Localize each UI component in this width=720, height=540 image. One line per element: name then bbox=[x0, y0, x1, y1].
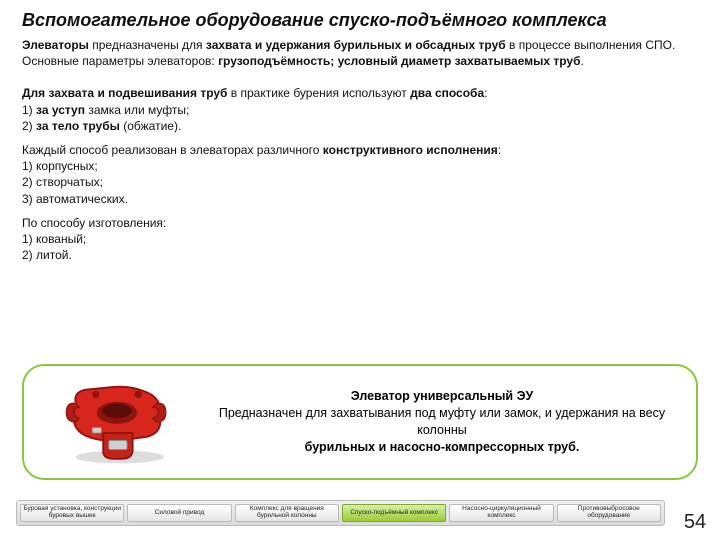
paragraph-2: Для захвата и подвешивания труб в практи… bbox=[22, 85, 698, 101]
paragraph-3: Каждый способ реализован в элеваторах ра… bbox=[22, 142, 698, 158]
elevator-image bbox=[42, 376, 192, 468]
panel-line-2: бурильных и насосно-компрессорных труб. bbox=[305, 440, 580, 454]
panel-description: Элеватор универсальный ЭУ Предназначен д… bbox=[206, 388, 678, 456]
panel-title: Элеватор универсальный ЭУ bbox=[351, 389, 534, 403]
nav-item-0[interactable]: Буровая установка, конструкции буровых в… bbox=[20, 504, 124, 522]
page-number: 54 bbox=[682, 513, 708, 532]
term-elevators: Элеваторы bbox=[22, 38, 89, 52]
highlight-panel: Элеватор универсальный ЭУ Предназначен д… bbox=[22, 364, 698, 480]
paragraph-4: По способу изготовления: bbox=[22, 215, 698, 231]
list-3-item-2: 2) литой. bbox=[22, 247, 698, 263]
nav-bar: Буровая установка, конструкции буровых в… bbox=[16, 500, 665, 526]
list-1-item-1: 1) за уступ замка или муфты; bbox=[22, 102, 698, 118]
body-text: Элеваторы предназначены для захвата и уд… bbox=[22, 37, 698, 263]
nav-item-4[interactable]: Насосно-циркуляционный комплекс bbox=[449, 504, 553, 522]
page-title: Вспомогательное оборудование спуско-подъ… bbox=[22, 10, 698, 31]
list-2-item-3: 3) автоматических. bbox=[22, 191, 698, 207]
nav-item-5[interactable]: Противовыбросовое оборудование bbox=[557, 504, 661, 522]
paragraph-1: Элеваторы предназначены для захвата и уд… bbox=[22, 37, 698, 69]
slide: Вспомогательное оборудование спуско-подъ… bbox=[0, 0, 720, 540]
panel-line-1: Предназначен для захватывания под муфту … bbox=[206, 405, 678, 439]
list-3-item-1: 1) кованый; bbox=[22, 231, 698, 247]
nav-item-3[interactable]: Спуско-подъёмный комплекс bbox=[342, 504, 446, 522]
list-2-item-2: 2) створчатых; bbox=[22, 174, 698, 190]
list-1-item-2: 2) за тело трубы (обжатие). bbox=[22, 118, 698, 134]
list-2-item-1: 1) корпусных; bbox=[22, 158, 698, 174]
nav-item-1[interactable]: Силовой привод bbox=[127, 504, 231, 522]
nav-item-2[interactable]: Комплекс для вращения бурильной колонны bbox=[235, 504, 339, 522]
